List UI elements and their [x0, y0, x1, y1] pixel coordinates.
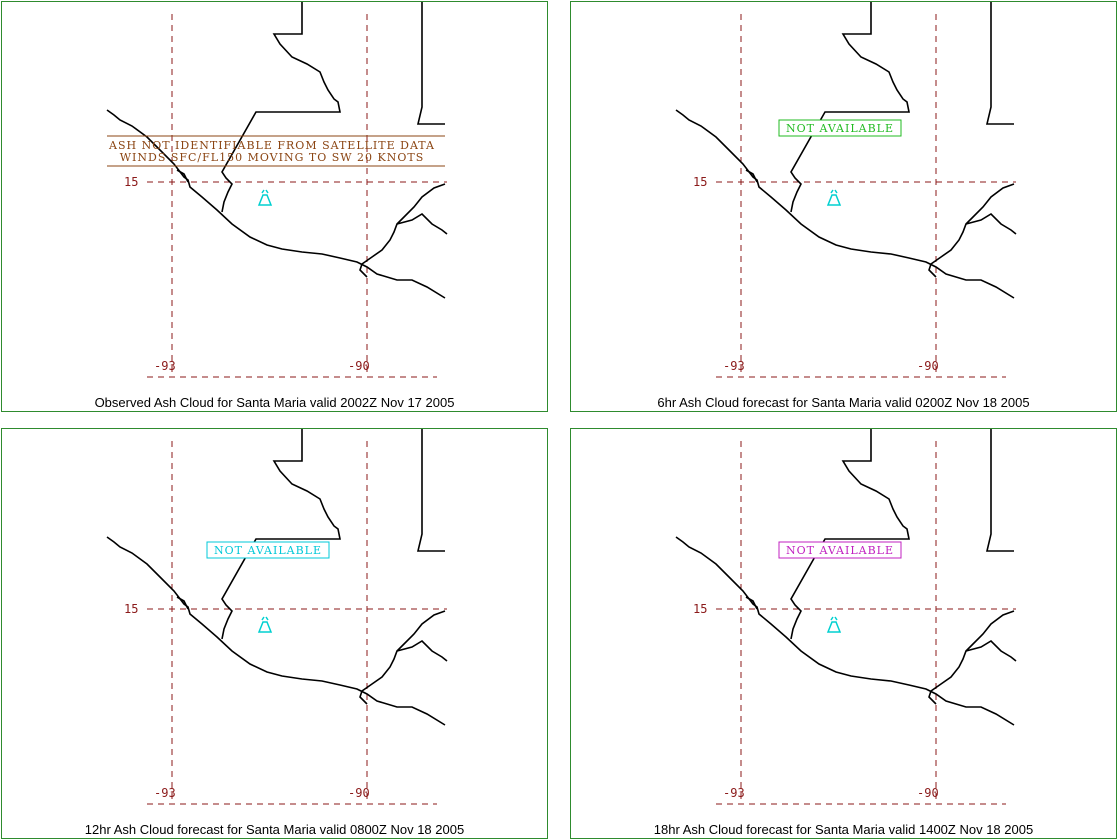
panel-caption: Observed Ash Cloud for Santa Maria valid… [94, 395, 455, 410]
map-panel-18hr: 15 -93 -90 NOT AVAILABLE 18hr Ash Cloud … [570, 428, 1117, 839]
map-canvas: 15 -93 -90 ASH NOT IDENTIFIABLE FROM SAT… [106, 2, 448, 378]
not-available-text: NOT AVAILABLE [786, 544, 894, 557]
ash-message-line-2: WINDS SFC/FL150 MOVING TO SW 20 KNOTS [120, 151, 425, 164]
graticule [147, 14, 447, 378]
coastline-borders [106, 429, 448, 726]
not-available-text: NOT AVAILABLE [786, 122, 894, 135]
map-panel-observed: 15 -93 -90 ASH NOT IDENTIFIABLE FROM SAT… [1, 1, 548, 412]
coastline-borders [675, 429, 1017, 726]
map-canvas: 15 -93 -90 NOT AVAILABLE [106, 429, 448, 805]
not-available-box: NOT AVAILABLE [206, 541, 330, 559]
panel-caption: 18hr Ash Cloud forecast for Santa Maria … [653, 822, 1034, 837]
lon-label-93: -93 [154, 786, 176, 800]
graticule [716, 14, 1016, 378]
lat-label-15: 15 [693, 175, 707, 189]
lon-label-90: -90 [348, 359, 370, 373]
lat-label-15: 15 [124, 602, 138, 616]
ash-message-line-1: ASH NOT IDENTIFIABLE FROM SATELLITE DATA [108, 139, 435, 152]
graticule [147, 441, 447, 805]
lon-label-93: -93 [154, 359, 176, 373]
volcano-icon [826, 616, 842, 633]
lat-label-15: 15 [124, 175, 138, 189]
lon-label-90: -90 [917, 786, 939, 800]
coastline-borders [675, 2, 1017, 299]
coastline-borders [106, 2, 448, 299]
not-available-box: NOT AVAILABLE [778, 119, 902, 137]
not-available-text: NOT AVAILABLE [214, 544, 322, 557]
not-available-box: NOT AVAILABLE [778, 541, 902, 559]
ash-message-box: ASH NOT IDENTIFIABLE FROM SATELLITE DATA… [107, 135, 445, 167]
lon-label-90: -90 [348, 786, 370, 800]
lat-label-15: 15 [693, 602, 707, 616]
lon-label-93: -93 [723, 359, 745, 373]
graticule [716, 441, 1016, 805]
map-panel-6hr: 15 -93 -90 NOT AVAILABLE 6hr Ash Cloud f… [570, 1, 1117, 412]
panel-caption: 12hr Ash Cloud forecast for Santa Maria … [84, 822, 465, 837]
map-panel-12hr: 15 -93 -90 NOT AVAILABLE 12hr Ash Cloud … [1, 428, 548, 839]
panel-caption: 6hr Ash Cloud forecast for Santa Maria v… [657, 395, 1030, 410]
volcano-icon [257, 616, 273, 633]
volcano-icon [826, 189, 842, 206]
map-canvas: 15 -93 -90 NOT AVAILABLE [675, 429, 1017, 805]
lon-label-90: -90 [917, 359, 939, 373]
map-canvas: 15 -93 -90 NOT AVAILABLE [675, 2, 1017, 378]
lon-label-93: -93 [723, 786, 745, 800]
volcano-icon [257, 189, 273, 206]
